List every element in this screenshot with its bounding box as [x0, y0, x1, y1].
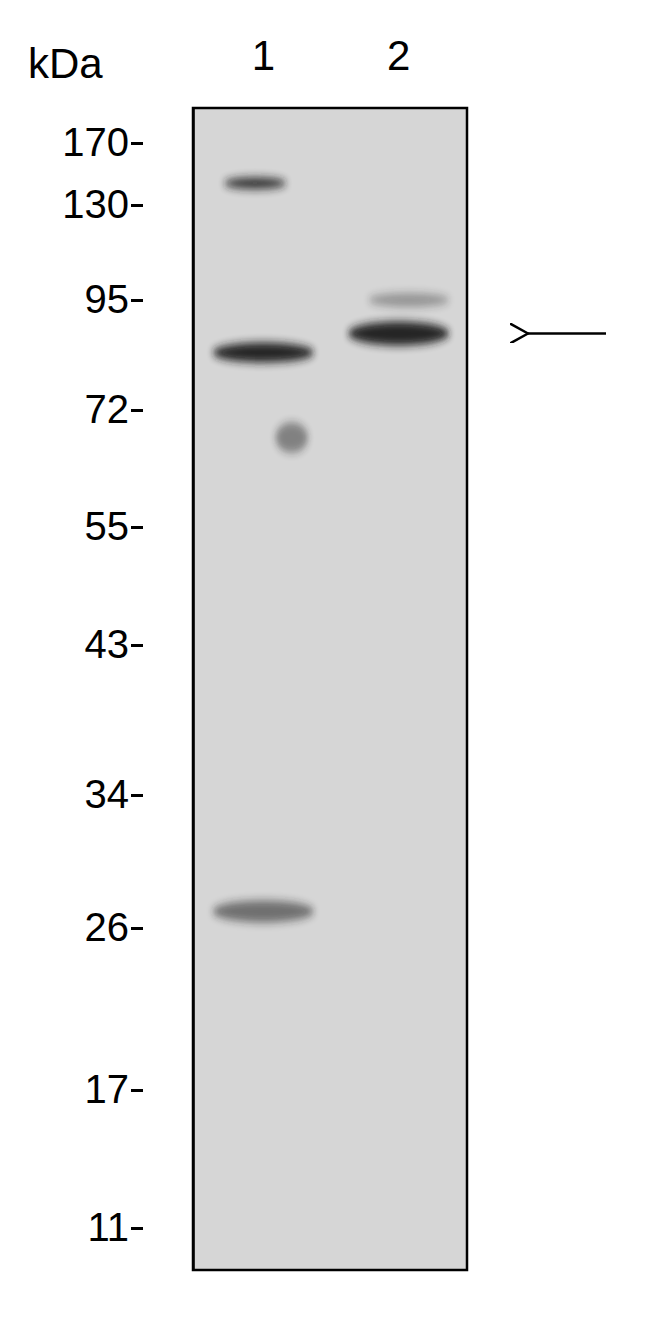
band	[224, 177, 287, 189]
band	[368, 293, 449, 307]
tick: 95	[85, 277, 144, 321]
tick-mark	[131, 526, 143, 529]
tick-label: 170	[62, 120, 129, 164]
band	[275, 423, 307, 453]
band	[213, 343, 315, 363]
tick-label: 26	[85, 905, 130, 949]
axis-line	[192, 109, 195, 1271]
bands	[213, 177, 450, 922]
tick-label: 95	[85, 277, 130, 321]
tick-label: 34	[85, 772, 130, 816]
tick: 43	[85, 622, 144, 666]
tick-mark	[131, 142, 143, 145]
tick-label: 130	[62, 182, 129, 226]
tick-mark	[131, 927, 143, 930]
tick: 11	[87, 1205, 143, 1249]
tick: 72	[85, 387, 144, 431]
marker-axis: 170 130 95 72 55 43 34 26 17 11	[62, 109, 193, 1271]
band	[213, 900, 315, 922]
blot-figure: 170 130 95 72 55 43 34 26 17 11 kDa 1 2	[0, 0, 650, 1321]
axis-title: kDa	[28, 40, 103, 87]
tick: 34	[85, 772, 144, 816]
tick-mark	[131, 299, 143, 302]
target-arrow	[528, 332, 606, 335]
band	[348, 321, 450, 345]
tick-label: 17	[85, 1067, 130, 1111]
membrane	[193, 108, 467, 1270]
tick-mark	[131, 1089, 143, 1092]
lane-label: 1	[252, 32, 275, 79]
tick: 170	[62, 120, 143, 164]
tick: 130	[62, 182, 143, 226]
tick: 55	[85, 504, 144, 548]
tick-label: 55	[85, 504, 130, 548]
tick-mark	[131, 204, 143, 207]
tick: 17	[85, 1067, 144, 1111]
tick: 26	[85, 905, 144, 949]
lane-label: 2	[387, 32, 410, 79]
tick-mark	[131, 1227, 143, 1230]
tick-label: 11	[87, 1205, 129, 1249]
tick-mark	[131, 644, 143, 647]
tick-mark	[131, 794, 143, 797]
tick-label: 43	[85, 622, 130, 666]
membrane-frame	[193, 108, 467, 1270]
tick-label: 72	[85, 387, 130, 431]
tick-mark	[131, 409, 143, 412]
